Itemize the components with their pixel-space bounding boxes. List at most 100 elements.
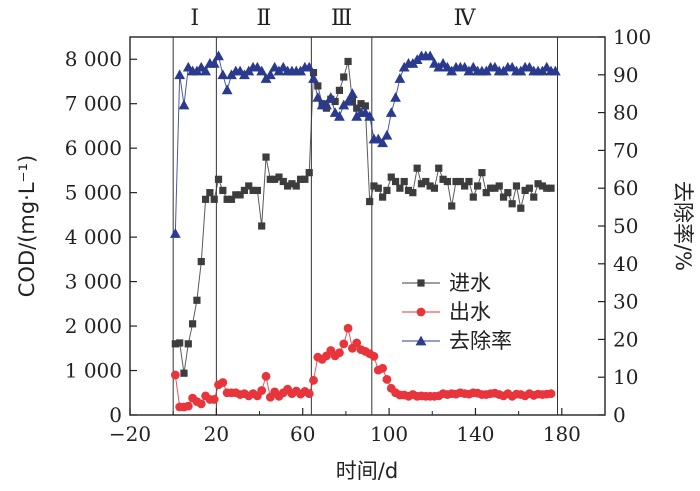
data-point — [209, 395, 219, 404]
y-right-tick-label: 40 — [613, 252, 638, 276]
data-point — [508, 200, 516, 208]
data-point — [424, 50, 436, 61]
data-point — [366, 197, 374, 206]
data-point — [525, 184, 534, 192]
data-point — [382, 375, 392, 384]
x-tick-label: 60 — [290, 422, 315, 446]
data-point — [292, 182, 300, 190]
data-point — [309, 68, 318, 77]
data-point — [348, 97, 356, 106]
y-right-tick-label: 0 — [613, 403, 626, 427]
data-point — [308, 73, 319, 83]
y-right-axis-ticks: 0 10 20 30 40 50 60 70 80 90 100 — [598, 25, 651, 427]
data-point — [266, 175, 274, 183]
plot-frame — [129, 36, 606, 416]
data-point — [394, 73, 406, 83]
data-point — [184, 340, 192, 348]
data-point — [189, 320, 197, 328]
data-point — [344, 57, 352, 66]
data-point — [219, 186, 227, 195]
series-layer — [169, 50, 561, 412]
data-point — [249, 186, 257, 195]
data-point — [343, 323, 353, 333]
data-point — [521, 186, 529, 195]
data-point — [321, 99, 332, 110]
data-point — [396, 184, 404, 192]
data-point — [334, 110, 345, 121]
data-point — [383, 186, 391, 195]
data-point — [180, 369, 188, 377]
data-point — [335, 348, 344, 358]
data-point — [486, 184, 495, 192]
data-point — [305, 169, 313, 177]
data-point — [391, 177, 400, 186]
data-point — [474, 182, 482, 190]
y-right-tick-label: 60 — [613, 176, 638, 200]
data-point — [499, 193, 508, 201]
data-point — [258, 222, 266, 230]
y-left-tick-label: 2 000 — [65, 314, 122, 338]
data-point — [353, 104, 361, 112]
y-right-tick-label: 100 — [613, 25, 651, 49]
data-point — [218, 378, 228, 387]
data-point — [409, 189, 417, 197]
data-point — [469, 193, 477, 201]
data-point — [200, 65, 211, 76]
data-point — [377, 137, 389, 148]
data-point — [217, 69, 229, 80]
y-right-tick-label: 90 — [613, 63, 638, 87]
data-point — [357, 100, 365, 108]
data-point — [381, 129, 393, 140]
data-point — [448, 202, 456, 210]
y-left-tick-label: 5 000 — [65, 181, 122, 205]
data-point — [325, 92, 337, 102]
data-point — [262, 153, 270, 161]
data-point — [214, 175, 223, 183]
data-point — [547, 184, 555, 192]
data-point — [279, 177, 287, 186]
y-left-tick-label: 0 — [109, 403, 122, 427]
data-point — [339, 339, 349, 349]
data-point — [304, 389, 314, 399]
data-point — [271, 175, 279, 183]
series-1 — [171, 57, 555, 377]
y-left-axis-ticks: 0 1 000 2 000 3 000 4 000 5 000 6 000 7 000 8 00… — [65, 47, 137, 427]
x-tick-label: 100 — [370, 422, 408, 446]
data-point — [543, 184, 551, 192]
data-point — [422, 177, 430, 186]
data-point — [495, 182, 503, 190]
data-point — [340, 73, 348, 81]
data-point — [417, 180, 426, 188]
data-point — [530, 193, 538, 201]
x-axis-title: 时间/d — [336, 459, 398, 483]
data-point — [456, 177, 464, 186]
data-point — [430, 184, 439, 192]
data-point — [465, 177, 473, 186]
data-point — [482, 189, 490, 197]
data-point — [346, 88, 358, 99]
data-point — [208, 58, 220, 68]
data-point — [301, 175, 309, 183]
series-3 — [169, 50, 561, 238]
data-point — [385, 107, 397, 117]
data-point — [390, 92, 401, 102]
data-point — [504, 189, 512, 197]
data-point — [275, 173, 283, 181]
data-point — [197, 257, 205, 266]
phase-label: Ⅲ — [331, 6, 352, 31]
data-point — [312, 92, 324, 102]
data-point — [170, 370, 180, 380]
data-point — [206, 189, 214, 197]
data-point — [538, 182, 546, 190]
x-tick-label: 20 — [204, 422, 229, 446]
data-point — [534, 180, 542, 188]
legend-label: 进水 — [449, 271, 491, 295]
data-point — [478, 169, 486, 177]
data-point — [461, 182, 469, 190]
y-right-tick-label: 80 — [613, 101, 638, 125]
data-point — [232, 191, 240, 199]
data-point — [361, 102, 369, 110]
data-point — [171, 340, 179, 348]
data-point — [169, 228, 181, 238]
data-point — [213, 50, 224, 61]
